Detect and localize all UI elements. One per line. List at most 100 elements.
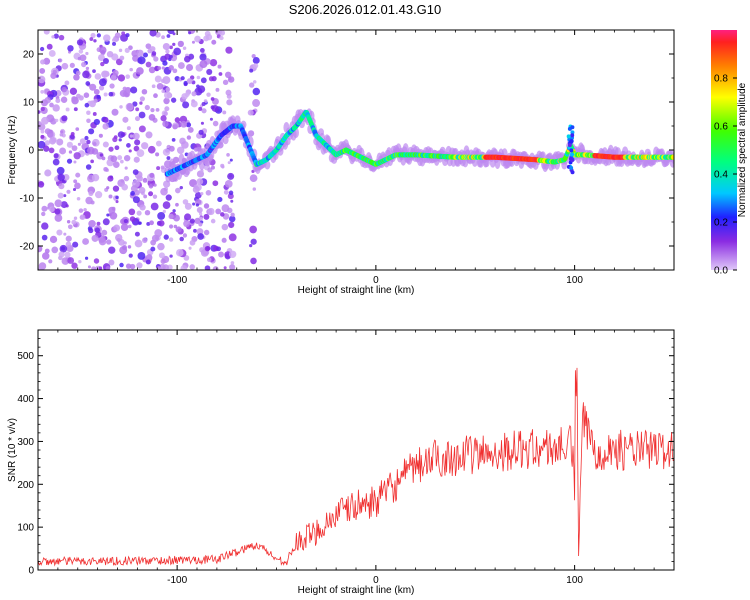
colorbar-tick-label: 0.8 [714, 74, 728, 85]
spectrogram-noise-point [203, 203, 210, 209]
spectrogram-noise-point [106, 239, 112, 245]
spectrogram-noise-point [86, 146, 95, 155]
spectrogram-noise-point [207, 207, 215, 216]
spectrogram-noise-point [154, 75, 162, 83]
spectrogram-halo-point [170, 160, 177, 170]
spectrogram-noise-point [144, 104, 150, 111]
spectrogram-noise-point [172, 124, 178, 130]
spectrogram-noise-point [71, 219, 77, 225]
snr-x-tick-label: 100 [566, 575, 583, 586]
spectrogram-noise-point [84, 256, 89, 260]
spectrogram-noise-point [173, 224, 178, 229]
spectrogram-noise-point [98, 266, 103, 270]
spectrogram-noise-point [112, 185, 120, 192]
spectrogram-noise-point [128, 253, 133, 258]
spectrogram-noise-point [52, 158, 60, 166]
spectrogram-noise-point [137, 252, 146, 260]
spectrogram-noise-point [125, 102, 134, 111]
spectrogram-noise-point [250, 257, 257, 265]
snr-y-tick-label: 500 [17, 351, 34, 362]
spectrogram-noise-point [103, 34, 111, 42]
spectrogram-noise-point [211, 75, 217, 82]
spectrogram-noise-point [56, 229, 63, 236]
spectrogram-noise-point [163, 234, 169, 240]
spectrogram-noise-point [85, 66, 90, 71]
spectrogram-noise-point [69, 62, 75, 68]
spectrogram-noise-point [230, 261, 235, 265]
spectrogram-noise-point [166, 34, 171, 38]
spectrogram-x-label: Height of straight line (km) [298, 285, 415, 296]
spectrogram-noise-point [125, 74, 131, 79]
spectrogram-noise-point [44, 140, 51, 146]
spectrogram-noise-point [210, 218, 216, 224]
spectrogram-noise-point [221, 204, 230, 213]
spectrogram-noise-point [156, 166, 161, 171]
spectrogram-noise-point [198, 212, 203, 216]
spectrogram-noise-point [96, 94, 101, 99]
spectrogram-noise-point [132, 101, 138, 107]
spectrogram-noise-point [64, 80, 70, 86]
spectrogram-noise-point [129, 134, 134, 138]
spectrogram-noise-point [60, 130, 64, 134]
spectrogram-noise-point [136, 149, 145, 157]
spectrogram-noise-point [170, 97, 177, 103]
spectrogram-spike-point [570, 152, 575, 157]
spectrogram-noise-point [162, 120, 169, 128]
spectrogram-noise-point [110, 155, 118, 163]
spectrogram-noise-point [212, 120, 219, 127]
spectrogram-noise-point [67, 257, 75, 264]
spectrogram-noise-point [48, 259, 53, 264]
spectrogram-noise-point [39, 46, 45, 52]
spectrogram-noise-point [55, 98, 61, 104]
spectrogram-noise-point [66, 220, 71, 224]
spectrogram-noise-point [98, 133, 103, 138]
spectrogram-noise-point [133, 156, 140, 163]
spectrogram-noise-point [191, 40, 195, 44]
spectrogram-noise-point [162, 264, 169, 270]
spectrogram-noise-point [134, 239, 143, 248]
spectrogram-noise-point [65, 235, 72, 242]
spectrogram-noise-point [50, 118, 57, 125]
spectrogram-noise-point [168, 213, 174, 220]
spectrogram-noise-point [56, 166, 65, 175]
spectrogram-noise-point [38, 181, 45, 188]
spectrogram-noise-point [115, 200, 119, 204]
spectrogram-noise-point [83, 92, 90, 98]
spectrogram-noise-point [53, 153, 59, 159]
spectrogram-noise-point [46, 43, 53, 50]
spectrogram-noise-point [57, 192, 64, 199]
spectrogram-noise-point [133, 145, 140, 152]
spectrogram-noise-point [162, 201, 171, 209]
spectrogram-noise-point [192, 186, 200, 193]
spectrogram-noise-point [189, 264, 196, 270]
spectrogram-noise-point [228, 221, 235, 229]
spectrogram-noise-point [194, 217, 201, 224]
spectrogram-noise-point [183, 80, 189, 86]
spectrogram-noise-point [38, 110, 41, 114]
snr-y-tick-label: 400 [17, 394, 34, 405]
spectrogram-noise-point [132, 132, 140, 140]
spectrogram-noise-point [75, 127, 80, 131]
spectrogram-noise-point [108, 246, 116, 254]
spectrogram-noise-point [189, 239, 196, 246]
spectrogram-noise-point [204, 245, 211, 252]
spectrogram-noise-point [112, 41, 117, 46]
spectrogram-noise-point [120, 223, 129, 232]
spectrogram-noise-point [117, 74, 126, 82]
spectrogram-noise-point [74, 182, 81, 190]
spectrogram-noise-point [224, 71, 232, 79]
spectrogram-noise-point [165, 194, 172, 201]
spectrogram-noise-point [200, 77, 207, 84]
spectrogram-noise-point [89, 37, 94, 41]
spectrogram-noise-point [124, 166, 128, 170]
spectrogram-noise-point [228, 215, 236, 223]
spectrogram-noise-point [71, 96, 77, 102]
figure-title: S206.2026.012.01.43.G10 [289, 2, 442, 17]
spectrogram-noise-point [155, 152, 160, 157]
spectrogram-noise-point [211, 104, 219, 112]
spectrogram-noise-point [72, 241, 79, 248]
spectrogram-noise-point [150, 202, 159, 211]
spectrogram-spike-point [570, 125, 575, 130]
spectrogram-noise-point [39, 67, 46, 74]
spectrogram-noise-point [121, 31, 126, 36]
